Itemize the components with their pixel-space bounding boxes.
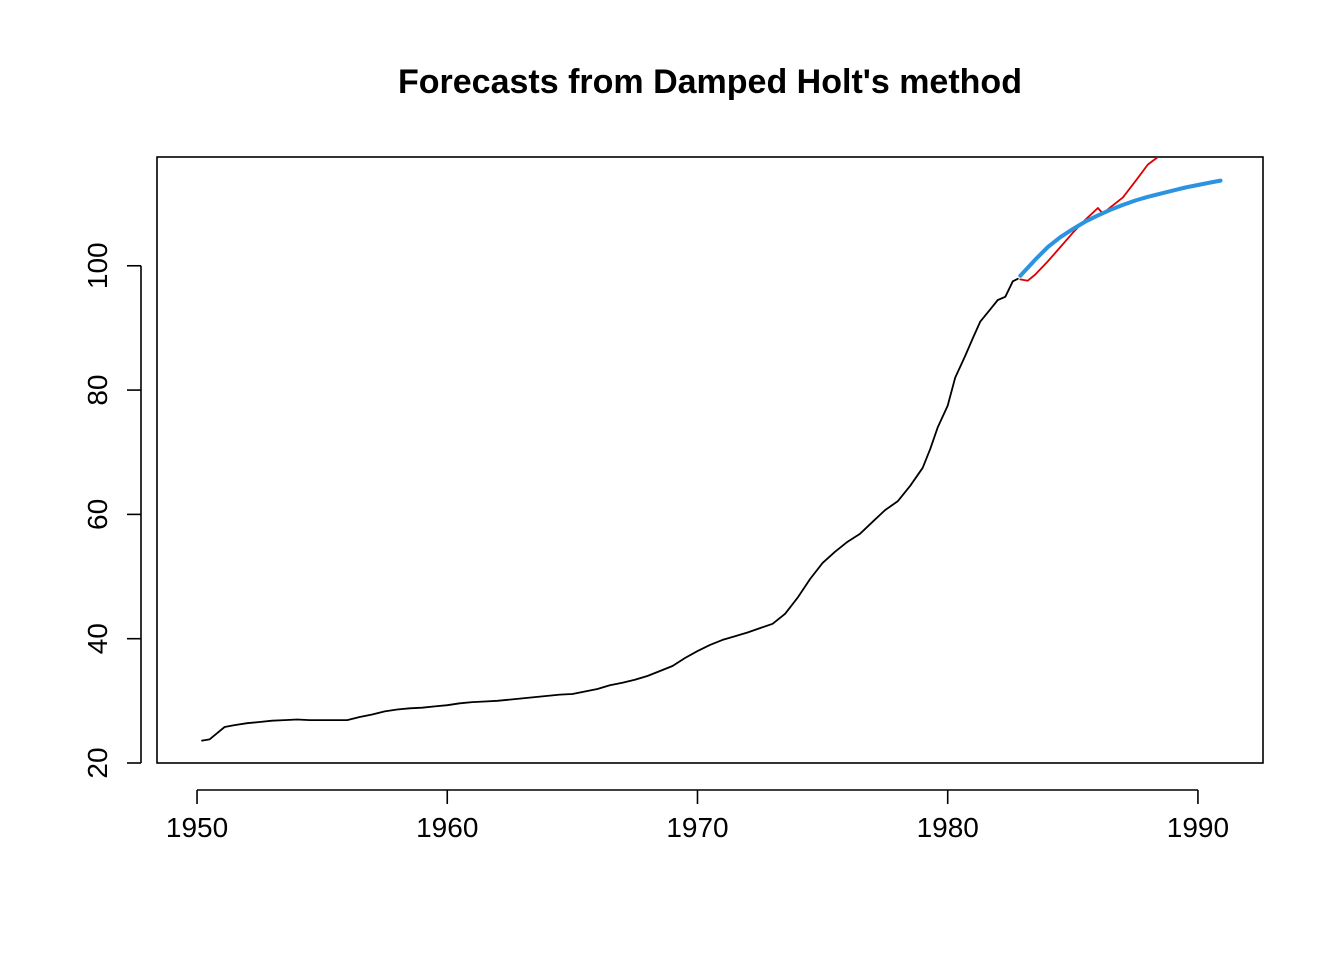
x-tick-label: 1970: [666, 812, 728, 843]
chart-title: Forecasts from Damped Holt's method: [398, 63, 1022, 101]
forecast-series-line: [1018, 178, 1223, 278]
y-tick-label: 20: [82, 747, 113, 778]
y-tick-label: 40: [82, 623, 113, 654]
series-layer: [201, 157, 1223, 742]
y-tick-label: 80: [82, 374, 113, 405]
x-tick-label: 1980: [917, 812, 979, 843]
x-tick-label: 1990: [1167, 812, 1229, 843]
y-tick-label: 60: [82, 499, 113, 530]
x-tick-label: 1950: [166, 812, 228, 843]
y-axis: 20 40 60 80 100: [82, 242, 142, 779]
actual-series-line: [1019, 157, 1159, 282]
x-axis: 1950 1960 1970 1980 1990: [166, 789, 1229, 843]
plot-area: [156, 156, 1264, 764]
y-tick-label: 100: [82, 242, 113, 289]
x-tick-label: 1960: [416, 812, 478, 843]
observed-series-line: [201, 277, 1019, 742]
